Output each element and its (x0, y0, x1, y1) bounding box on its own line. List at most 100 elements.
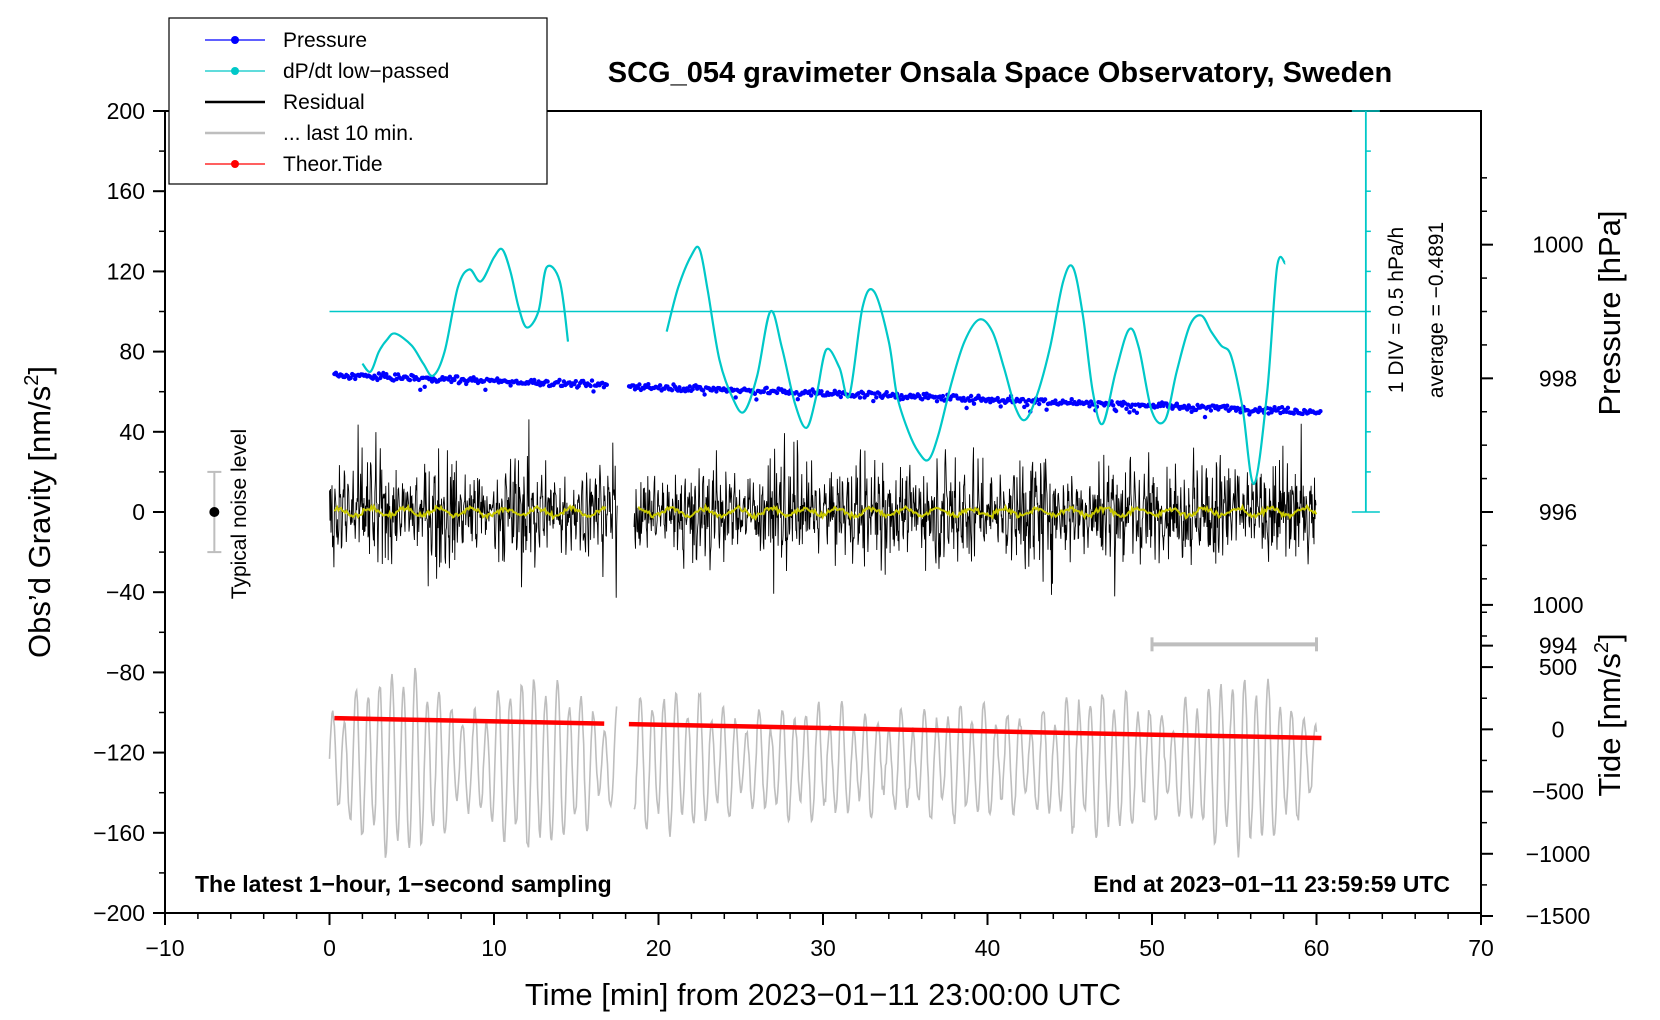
pressure-point (455, 374, 460, 379)
pressure-point (687, 384, 692, 389)
series-theor-tide (334, 715, 1322, 741)
pressure-point (532, 377, 537, 383)
pressure-point (573, 379, 578, 384)
pressure-point (940, 393, 946, 399)
pressure-point (764, 385, 769, 390)
dpdt-scale-ruler (1351, 110, 1380, 513)
pressure-point (838, 394, 843, 400)
legend-label: ... last 10 min. (283, 122, 414, 145)
tide-tick-label: −1500 (1526, 903, 1591, 929)
y-axis-pressure: 994 996 998 1000 (1481, 177, 1584, 659)
pressure-point (874, 395, 879, 400)
pressure-tick-label: 998 (1539, 365, 1577, 391)
pressure-point (483, 387, 488, 392)
pressure-point (348, 375, 353, 381)
tide-tick-label: 1000 (1532, 592, 1583, 618)
y-tick-label: 120 (107, 258, 145, 284)
pressure-point (733, 395, 738, 400)
y-tick-label: 0 (132, 499, 145, 525)
chart-title: SCG_054 gravimeter Onsala Space Observat… (608, 57, 1392, 89)
pressure-point (1069, 397, 1074, 402)
legend-label: Theor.Tide (283, 153, 383, 176)
pressure-point (1134, 410, 1140, 415)
pressure-point (752, 391, 758, 396)
last-10-min-line (633, 678, 1318, 858)
y-tick-label: 200 (107, 98, 145, 124)
pressure-tick-label: 994 (1539, 633, 1578, 659)
tide-tick-label: −500 (1532, 779, 1584, 805)
pressure-tick-label: 996 (1539, 499, 1577, 525)
pressure-point (657, 383, 663, 388)
residual-lowpass-line (637, 502, 1318, 522)
tide-axis-title: Tide [nm/s2] (1591, 633, 1627, 796)
series-last-10-min (328, 667, 1318, 858)
series-pressure (332, 370, 1323, 420)
pressure-point (545, 379, 550, 384)
x-tick-label: 30 (810, 935, 836, 961)
y-tick-label: −40 (106, 579, 145, 605)
pressure-point (604, 382, 609, 387)
series-residual-lowpass (333, 502, 1318, 522)
series-dpdt (329, 245, 1366, 486)
pressure-point (1025, 402, 1030, 408)
pressure-point (761, 389, 766, 394)
series-residual (329, 419, 1317, 598)
pressure-point (702, 392, 707, 397)
y-tick-label: −120 (93, 740, 145, 766)
pressure-point (418, 387, 423, 392)
legend-marker (231, 67, 239, 75)
pressure-point (1300, 411, 1305, 417)
pressure-point (1225, 403, 1230, 408)
pressure-point (700, 388, 706, 393)
noise-level-indicator (207, 470, 222, 554)
pressure-point (819, 389, 824, 394)
pressure-point (1020, 396, 1026, 402)
pressure-point (1044, 407, 1049, 412)
pressure-point (795, 397, 800, 402)
pressure-point (995, 395, 1000, 401)
pressure-point (1272, 405, 1277, 410)
tide-line (628, 721, 1322, 741)
pressure-point (353, 376, 358, 382)
tide-tick-label: −1000 (1526, 841, 1591, 867)
pressure-point (962, 398, 968, 403)
dpdt-scale-label: 1 DIV = 0.5 hPa/h (1385, 227, 1408, 393)
pressure-point (1111, 403, 1116, 408)
legend: Pressure dP/dt low−passed Residual ... last… (168, 17, 548, 185)
residual-lowpass-line (333, 503, 607, 521)
last-10-min-bracket (1150, 637, 1318, 652)
pressure-point (774, 390, 780, 396)
tide-tick-label: 500 (1539, 654, 1577, 680)
x-axis-title: Time [min] from 2023−01−11 23:00:00 UTC (525, 977, 1121, 1012)
pressure-point (871, 398, 876, 404)
pressure-point (1113, 408, 1119, 414)
x-tick-label: 0 (323, 935, 336, 961)
y-tick-label: −200 (93, 900, 145, 926)
pressure-point (934, 399, 940, 404)
pressure-point (677, 385, 682, 390)
legend-label: dP/dt low−passed (283, 60, 449, 83)
y-axis-tide: −1500 −1000 −500 0 500 1000 (1481, 592, 1590, 929)
y-tick-label: 80 (119, 339, 145, 365)
noise-center-dot (209, 507, 220, 517)
legend-marker (231, 36, 239, 44)
y-tick-label: 160 (107, 178, 145, 204)
pressure-point (637, 382, 642, 387)
pressure-point (968, 393, 974, 399)
pressure-point (669, 388, 675, 393)
y-tick-label: −80 (106, 659, 145, 685)
y-tick-label: 40 (119, 419, 145, 445)
x-tick-label: 40 (975, 935, 1001, 961)
pressure-point (646, 382, 651, 387)
tide-tick-label: 0 (1552, 716, 1565, 742)
residual-line (633, 423, 1317, 597)
pressure-point (809, 393, 814, 398)
pressure-point (884, 390, 889, 395)
pressure-point (591, 389, 596, 394)
pressure-point (1127, 410, 1132, 415)
pressure-point (754, 397, 759, 402)
pressure-point (588, 383, 593, 389)
y-axis-left-title-superscript: 2 (21, 375, 43, 386)
y-axis-gravity: −200 −160 −120 −80 −40 0 40 80 120 160 200 (93, 98, 165, 926)
pressure-point (1202, 414, 1208, 420)
